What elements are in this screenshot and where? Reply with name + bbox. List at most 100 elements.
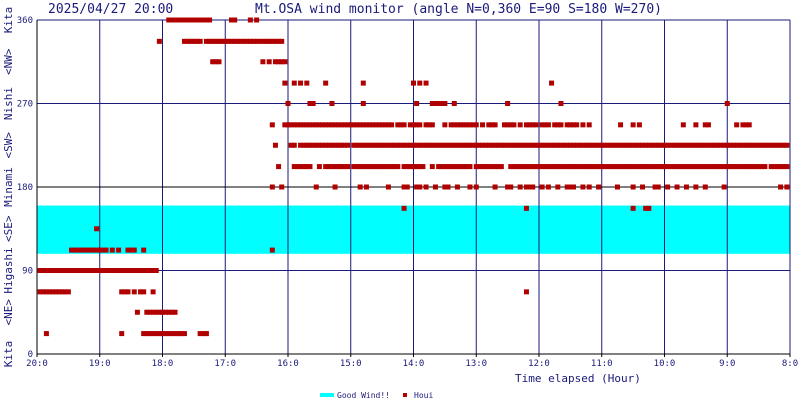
wind-point [150,289,156,295]
wind-point [363,184,369,190]
wind-point [169,331,175,337]
wind-point [596,142,602,148]
wind-point [59,268,65,273]
wind-point [360,142,366,148]
wind-point [696,164,702,170]
wind-point [90,247,96,253]
wind-point [385,122,391,128]
y-tick-label: 180 [17,183,33,193]
wind-point [442,142,448,148]
wind-point [743,142,749,148]
wind-point [749,164,755,170]
x-tick-label: 17:0 [214,359,236,369]
wind-point [78,247,84,253]
wind-point [320,122,326,128]
wind-point [749,142,755,148]
wind-point [363,142,369,148]
wind-point [379,164,385,170]
wind-point [489,142,495,148]
wind-point [680,122,686,128]
wind-point [618,122,624,128]
wind-point [517,184,523,190]
wind-point [81,247,87,253]
wind-direction-points [37,17,790,337]
wind-point [131,247,137,253]
wind-point [40,268,46,273]
wind-point [693,184,699,190]
wind-point [527,164,533,170]
wind-point [561,164,567,170]
wind-point [530,184,536,190]
wind-point [423,80,429,86]
wind-point [109,247,115,253]
wind-point [486,164,492,170]
wind-point [266,38,272,44]
wind-point [326,164,332,170]
wind-point [404,142,410,148]
wind-point [627,164,633,170]
wind-point [762,164,768,170]
wind-point [552,164,558,170]
wind-point [555,122,561,128]
x-tick-label: 12:0 [528,359,550,369]
wind-point [125,247,131,253]
chart-datetime: 2025/04/27 20:00 [48,2,173,17]
wind-point [470,122,476,128]
wind-point [674,184,680,190]
wind-point [69,247,75,253]
direction-label: <SW> [2,132,15,159]
wind-point [301,164,307,170]
wind-point [514,164,520,170]
grid-lines [37,19,791,354]
wind-point [310,142,316,148]
wind-point [338,142,344,148]
wind-point [567,122,573,128]
wind-point [404,184,410,190]
wind-point [665,184,671,190]
wind-point [40,289,46,295]
wind-point [583,164,589,170]
wind-point [652,184,658,190]
wind-point [527,184,533,190]
wind-point [345,142,351,148]
wind-point [141,268,147,273]
wind-point [254,17,260,23]
wind-point [539,184,545,190]
wind-point [222,38,228,44]
wind-point [498,164,504,170]
wind-point [668,164,674,170]
wind-point [724,101,730,106]
wind-point [147,331,153,337]
wind-point [109,268,115,273]
wind-point [467,122,473,128]
wind-point [411,142,416,148]
wind-point [313,142,319,148]
wind-point [527,122,533,128]
wind-point [687,142,693,148]
wind-point [442,164,448,170]
wind-point [464,122,470,128]
wind-point [291,80,297,86]
x-axis-label: Time elapsed (Hour) [515,372,641,385]
wind-point [511,142,517,148]
wind-point [307,142,313,148]
wind-point [156,38,162,44]
wind-point [646,142,652,148]
wind-point [658,164,664,170]
wind-point [367,122,373,128]
wind-point [501,122,507,128]
wind-point [247,38,253,44]
wind-point [599,164,605,170]
wind-point [232,38,238,44]
wind-point [420,142,426,148]
wind-point [432,142,438,148]
wind-point [649,164,655,170]
wind-point [197,17,203,23]
wind-point [373,142,379,148]
wind-point [326,142,332,148]
wind-point [276,59,282,65]
wind-point [517,122,523,128]
wind-point [282,122,288,128]
wind-point [122,268,128,273]
